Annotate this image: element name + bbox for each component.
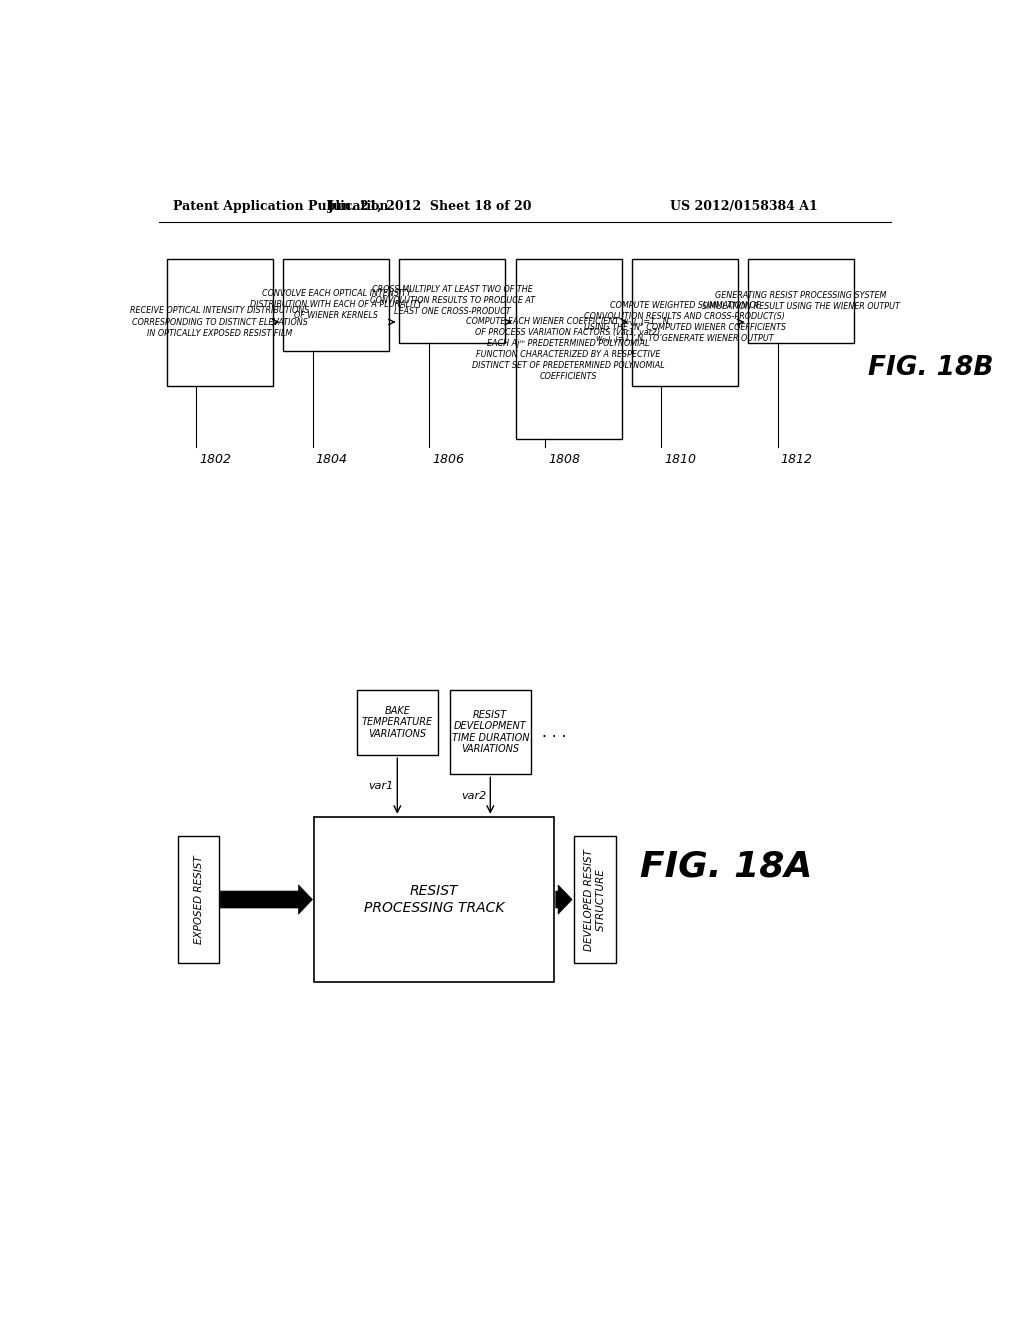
Bar <box>450 689 531 775</box>
Text: RESIST
DEVELOPMENT
TIME DURATION
VARIATIONS: RESIST DEVELOPMENT TIME DURATION VARIATI… <box>452 710 529 755</box>
Text: 1806: 1806 <box>432 453 464 466</box>
Text: var1: var1 <box>369 781 393 791</box>
Text: 1808: 1808 <box>548 453 581 466</box>
Text: 1812: 1812 <box>781 453 813 466</box>
Text: RESIST
PROCESSING TRACK: RESIST PROCESSING TRACK <box>364 884 505 915</box>
Bar <box>356 689 438 755</box>
Text: FIG. 18A: FIG. 18A <box>640 850 812 884</box>
Bar <box>573 836 616 964</box>
Text: COMPUTE WEIGHTED SUMMATION OF
CONVOLUTION RESULTS AND CROSS-PRODUCT(S)
USING THE: COMPUTE WEIGHTED SUMMATION OF CONVOLUTIO… <box>584 301 785 343</box>
Bar <box>314 817 554 982</box>
Polygon shape <box>556 884 572 915</box>
Bar <box>283 259 389 351</box>
Text: 1804: 1804 <box>315 453 348 466</box>
Text: BAKE
TEMPERATURE
VARIATIONS: BAKE TEMPERATURE VARIATIONS <box>361 706 433 739</box>
Text: var2: var2 <box>461 791 486 800</box>
Text: 1810: 1810 <box>665 453 696 466</box>
Text: EXPOSED RESIST: EXPOSED RESIST <box>194 855 204 944</box>
Text: CONVOLVE EACH OPTICAL INTENSITY
DISTRIBUTION WITH EACH OF A PLURALITY
OF WIENER : CONVOLVE EACH OPTICAL INTENSITY DISTRIBU… <box>250 289 422 321</box>
Text: FIG. 18B: FIG. 18B <box>868 355 993 381</box>
Text: 1802: 1802 <box>200 453 231 466</box>
Bar <box>632 259 738 385</box>
Text: Patent Application Publication: Patent Application Publication <box>173 199 388 213</box>
Text: RECEIVE OPTICAL INTENSITY DISTRIBUTIONS
CORRESPONDING TO DISTINCT ELEVATIONS
IN : RECEIVE OPTICAL INTENSITY DISTRIBUTIONS … <box>130 306 309 338</box>
Bar <box>178 836 219 964</box>
Text: . . .: . . . <box>542 725 566 739</box>
Text: COMPUTE EACH WIENER COEFFICIENT wₙ,j, j=1...N,
OF PROCESS VARIATION FACTORS (var: COMPUTE EACH WIENER COEFFICIENT wₙ,j, j=… <box>466 317 671 381</box>
Text: CROSS-MULTIPLY AT LEAST TWO OF THE
CONVOLUTION RESULTS TO PRODUCE AT
LEAST ONE C: CROSS-MULTIPLY AT LEAST TWO OF THE CONVO… <box>370 285 535 317</box>
Bar <box>515 259 622 440</box>
Text: Jun. 21, 2012  Sheet 18 of 20: Jun. 21, 2012 Sheet 18 of 20 <box>328 199 532 213</box>
Text: DEVELOPED RESIST
STRUCTURE: DEVELOPED RESIST STRUCTURE <box>584 849 606 950</box>
Bar <box>167 259 273 385</box>
Text: GENERATING RESIST PROCESSING SYSTEM
SIMULATION RESULT USING THE WIENER OUTPUT: GENERATING RESIST PROCESSING SYSTEM SIMU… <box>702 290 900 312</box>
Text: US 2012/0158384 A1: US 2012/0158384 A1 <box>671 199 818 213</box>
Polygon shape <box>220 884 312 915</box>
Bar <box>748 259 854 343</box>
Bar <box>399 259 506 343</box>
